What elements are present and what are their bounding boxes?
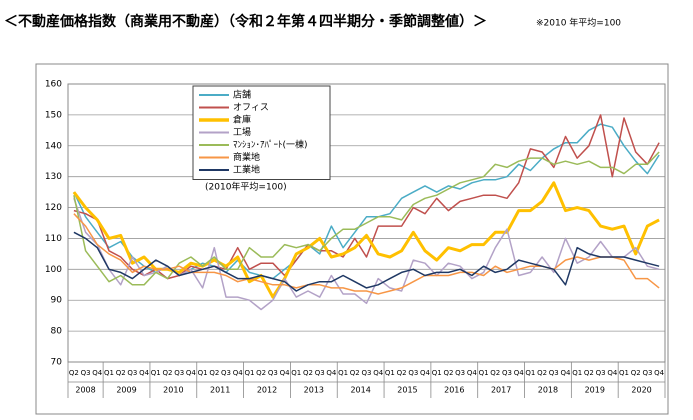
x-tick-label: Q1 [151, 369, 161, 377]
series-line [73, 213, 660, 295]
legend-label: 工業地 [233, 164, 260, 176]
x-tick-label: Q3 [642, 369, 652, 377]
year-label: 2015 [397, 386, 417, 395]
x-tick-label: Q3 [362, 369, 372, 377]
x-tick-label: Q3 [81, 369, 91, 377]
x-tick-label: Q2 [490, 369, 500, 377]
x-tick-label: Q3 [174, 369, 184, 377]
x-tick-label: Q3 [502, 369, 512, 377]
y-tick-label: 150 [45, 110, 62, 120]
x-tick-label: Q1 [432, 369, 442, 377]
year-label: 2017 [491, 386, 511, 395]
legend-label: オフィス [233, 102, 269, 113]
x-tick-label: Q1 [104, 369, 114, 377]
y-tick-label: 100 [45, 265, 62, 275]
x-tick-label: Q1 [244, 369, 254, 377]
year-label: 2012 [257, 386, 277, 395]
x-tick-label: Q3 [221, 369, 231, 377]
x-tick-label: Q4 [92, 369, 103, 377]
year-label: 2020 [631, 386, 651, 395]
x-tick-label: Q4 [467, 369, 478, 377]
x-tick-label: Q2 [116, 369, 126, 377]
x-tick-label: Q3 [315, 369, 325, 377]
x-tick-label: Q4 [514, 369, 525, 377]
series-line [73, 231, 660, 292]
chart-title: ＜不動産価格指数（商業用不動産）（令和２年第４四半期分・季節調整値）＞ [4, 13, 487, 30]
year-label: 2008 [75, 386, 95, 395]
annotation: (2010年平均=100) [205, 181, 287, 193]
y-tick-label: 120 [45, 203, 62, 213]
year-label: 2011 [210, 386, 230, 395]
x-tick-label: Q4 [420, 369, 431, 377]
x-tick-label: Q4 [139, 369, 150, 377]
year-label: 2013 [304, 386, 324, 395]
x-tick-label: Q4 [561, 369, 572, 377]
legend-label: 店舗 [233, 89, 251, 101]
legend-label: 工場 [233, 126, 251, 138]
x-tick-label: Q4 [280, 369, 291, 377]
x-tick-label: Q1 [291, 369, 301, 377]
series-line [73, 151, 660, 286]
x-tick-label: Q4 [654, 369, 665, 377]
x-tick-label: Q3 [127, 369, 137, 377]
y-tick-label: 130 [45, 172, 62, 182]
x-tick-label: Q1 [198, 369, 208, 377]
series-line [73, 198, 660, 311]
x-tick-label: Q3 [596, 369, 606, 377]
y-tick-label: 140 [45, 141, 62, 151]
x-tick-label: Q2 [209, 369, 219, 377]
chart-frame [35, 63, 669, 415]
x-tick-label: Q2 [163, 369, 173, 377]
x-tick-label: Q2 [537, 369, 547, 377]
year-label: 2009 [116, 386, 136, 395]
x-tick-label: Q2 [631, 369, 641, 377]
y-tick-label: 70 [51, 358, 63, 368]
plot-frame [67, 83, 666, 363]
series-line [73, 114, 660, 280]
x-tick-label: Q3 [549, 369, 559, 377]
year-label: 2018 [538, 386, 558, 395]
x-tick-label: Q4 [233, 369, 244, 377]
legend-label: 倉庫 [233, 114, 251, 126]
x-tick-label: Q3 [455, 369, 465, 377]
y-tick-label: 80 [51, 327, 63, 337]
y-tick-label: 110 [45, 234, 62, 244]
x-tick-label: Q2 [397, 369, 407, 377]
x-tick-label: Q2 [303, 369, 313, 377]
legend-label: ﾏﾝｼｮﾝ･ｱﾊﾟｰﾄ(一棟) [233, 139, 308, 151]
x-tick-label: Q1 [338, 369, 348, 377]
x-tick-label: Q1 [479, 369, 489, 377]
x-tick-label: Q2 [69, 369, 79, 377]
x-tick-label: Q4 [373, 369, 384, 377]
x-tick-label: Q2 [256, 369, 266, 377]
x-tick-label: Q1 [572, 369, 582, 377]
x-tick-label: Q2 [350, 369, 360, 377]
x-tick-label: Q2 [443, 369, 453, 377]
chart-subtitle: ※2010 年平均=100 [536, 17, 621, 29]
y-tick-label: 90 [51, 296, 63, 306]
series-line [72, 181, 660, 299]
year-label: 2019 [585, 386, 605, 395]
x-tick-label: Q2 [584, 369, 594, 377]
x-tick-label: Q3 [408, 369, 418, 377]
x-tick-label: Q3 [268, 369, 278, 377]
x-tick-label: Q1 [525, 369, 535, 377]
x-tick-label: Q1 [385, 369, 395, 377]
x-tick-label: Q4 [607, 369, 618, 377]
year-label: 2010 [163, 386, 183, 395]
y-tick-label: 160 [45, 80, 62, 90]
x-tick-label: Q4 [326, 369, 337, 377]
year-label: 2014 [350, 386, 370, 395]
x-tick-label: Q1 [619, 369, 629, 377]
x-tick-label: Q4 [186, 369, 197, 377]
year-label: 2016 [444, 386, 464, 395]
legend-label: 商業地 [233, 151, 260, 163]
